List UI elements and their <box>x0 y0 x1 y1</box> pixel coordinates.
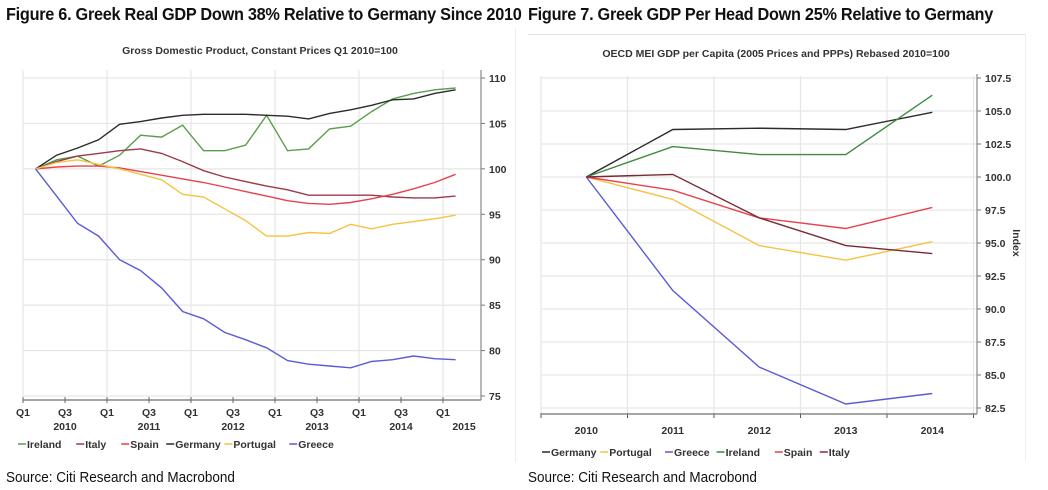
series-line-ireland <box>586 94 933 178</box>
x-tick-label-year: 2013 <box>305 421 329 433</box>
x-tick-label-year: 2011 <box>138 421 161 433</box>
y-tick-label: 107.5 <box>985 73 1011 85</box>
chart-title: Gross Domestic Product, Constant Prices … <box>122 45 398 57</box>
series-line-italy <box>35 148 456 199</box>
series-line-spain <box>35 165 456 206</box>
legend-label-portugal: Portugal <box>233 439 276 451</box>
x-tick-label: 2011 <box>661 425 684 437</box>
x-tick-label-year: 2010 <box>53 421 77 433</box>
series-line-germany <box>35 89 456 170</box>
x-tick-label-year: 2015 <box>452 421 476 433</box>
series-line-greece <box>585 176 933 405</box>
y-tick-label: 100.0 <box>985 172 1011 184</box>
legend-label-italy: Italy <box>829 447 850 459</box>
figure6-chart-panel: Gross Domestic Product, Constant Prices … <box>6 28 516 462</box>
x-tick-label-year: 2012 <box>221 421 245 433</box>
legend-label-portugal: Portugal <box>609 447 652 459</box>
x-tick-label: 2012 <box>748 425 772 437</box>
gdp-per-capita-chart: OECD MEI GDP per Capita (2005 Prices and… <box>540 48 1022 459</box>
x-tick-label: 2010 <box>575 425 599 437</box>
legend-label-spain: Spain <box>784 447 813 459</box>
gdp-constant-prices-chart: Gross Domestic Product, Constant Prices … <box>16 45 507 451</box>
x-tick-label-quarter: Q1 <box>184 407 198 419</box>
figure7-chart-panel: OECD MEI GDP per Capita (2005 Prices and… <box>528 34 1026 461</box>
x-tick-label-quarter: Q1 <box>100 407 114 419</box>
x-tick-label: 2014 <box>921 425 945 437</box>
figure6-source: Source: Citi Research and Macrobond <box>6 469 235 486</box>
y-tick-label: 95 <box>489 209 501 221</box>
legend-label-italy: Italy <box>85 439 106 451</box>
legend-label-spain: Spain <box>130 439 159 451</box>
legend-label-greece: Greece <box>298 439 334 451</box>
y-tick-label: 90.0 <box>985 304 1006 316</box>
y-tick-label: 80 <box>489 346 501 358</box>
series-line-greece <box>35 168 456 369</box>
y-tick-label: 105.0 <box>985 106 1011 118</box>
x-tick-label: 2013 <box>834 425 858 437</box>
y-tick-label: 82.5 <box>985 403 1006 415</box>
x-tick-label-quarter: Q3 <box>226 407 240 419</box>
y-tick-label: 87.5 <box>985 337 1006 349</box>
y-tick-label: 92.5 <box>985 271 1006 283</box>
figure7-title: Figure 7. Greek GDP Per Head Down 25% Re… <box>528 4 993 24</box>
y-tick-label: 105 <box>489 118 507 130</box>
x-tick-label-quarter: Q3 <box>310 407 324 419</box>
x-tick-label-quarter: Q3 <box>58 407 72 419</box>
legend-label-germany: Germany <box>175 439 221 451</box>
series-line-portugal <box>35 159 456 237</box>
legend-label-greece: Greece <box>674 447 710 459</box>
series-line-italy <box>586 173 933 255</box>
series-line-portugal <box>586 176 933 261</box>
x-tick-label-quarter: Q3 <box>142 407 156 419</box>
x-tick-label-quarter: Q1 <box>268 407 282 419</box>
y-tick-label: 100 <box>489 164 507 176</box>
y-axis-label: Index <box>1010 229 1022 257</box>
y-tick-label: 85.0 <box>985 370 1006 382</box>
series-line-spain <box>586 176 933 230</box>
y-tick-label: 95.0 <box>985 238 1006 250</box>
x-tick-label-quarter: Q1 <box>352 407 366 419</box>
legend-label-ireland: Ireland <box>726 447 760 459</box>
figure7-source: Source: Citi Research and Macrobond <box>528 469 757 486</box>
y-tick-label: 75 <box>489 391 501 403</box>
x-tick-label-quarter: Q1 <box>16 407 30 419</box>
series-line-ireland <box>35 87 456 170</box>
figure6-title: Figure 6. Greek Real GDP Down 38% Relati… <box>6 4 522 24</box>
legend-label-ireland: Ireland <box>27 439 61 451</box>
legend-label-germany: Germany <box>551 447 597 459</box>
y-tick-label: 90 <box>489 255 501 267</box>
chart-title: OECD MEI GDP per Capita (2005 Prices and… <box>602 48 950 60</box>
y-tick-label: 85 <box>489 300 501 312</box>
y-tick-label: 110 <box>489 73 506 85</box>
x-tick-label-year: 2014 <box>389 421 413 433</box>
y-tick-label: 102.5 <box>985 139 1011 151</box>
series-line-germany <box>585 111 933 178</box>
x-tick-label-quarter: Q3 <box>394 407 408 419</box>
x-tick-label-quarter: Q1 <box>436 407 450 419</box>
y-tick-label: 97.5 <box>985 205 1006 217</box>
